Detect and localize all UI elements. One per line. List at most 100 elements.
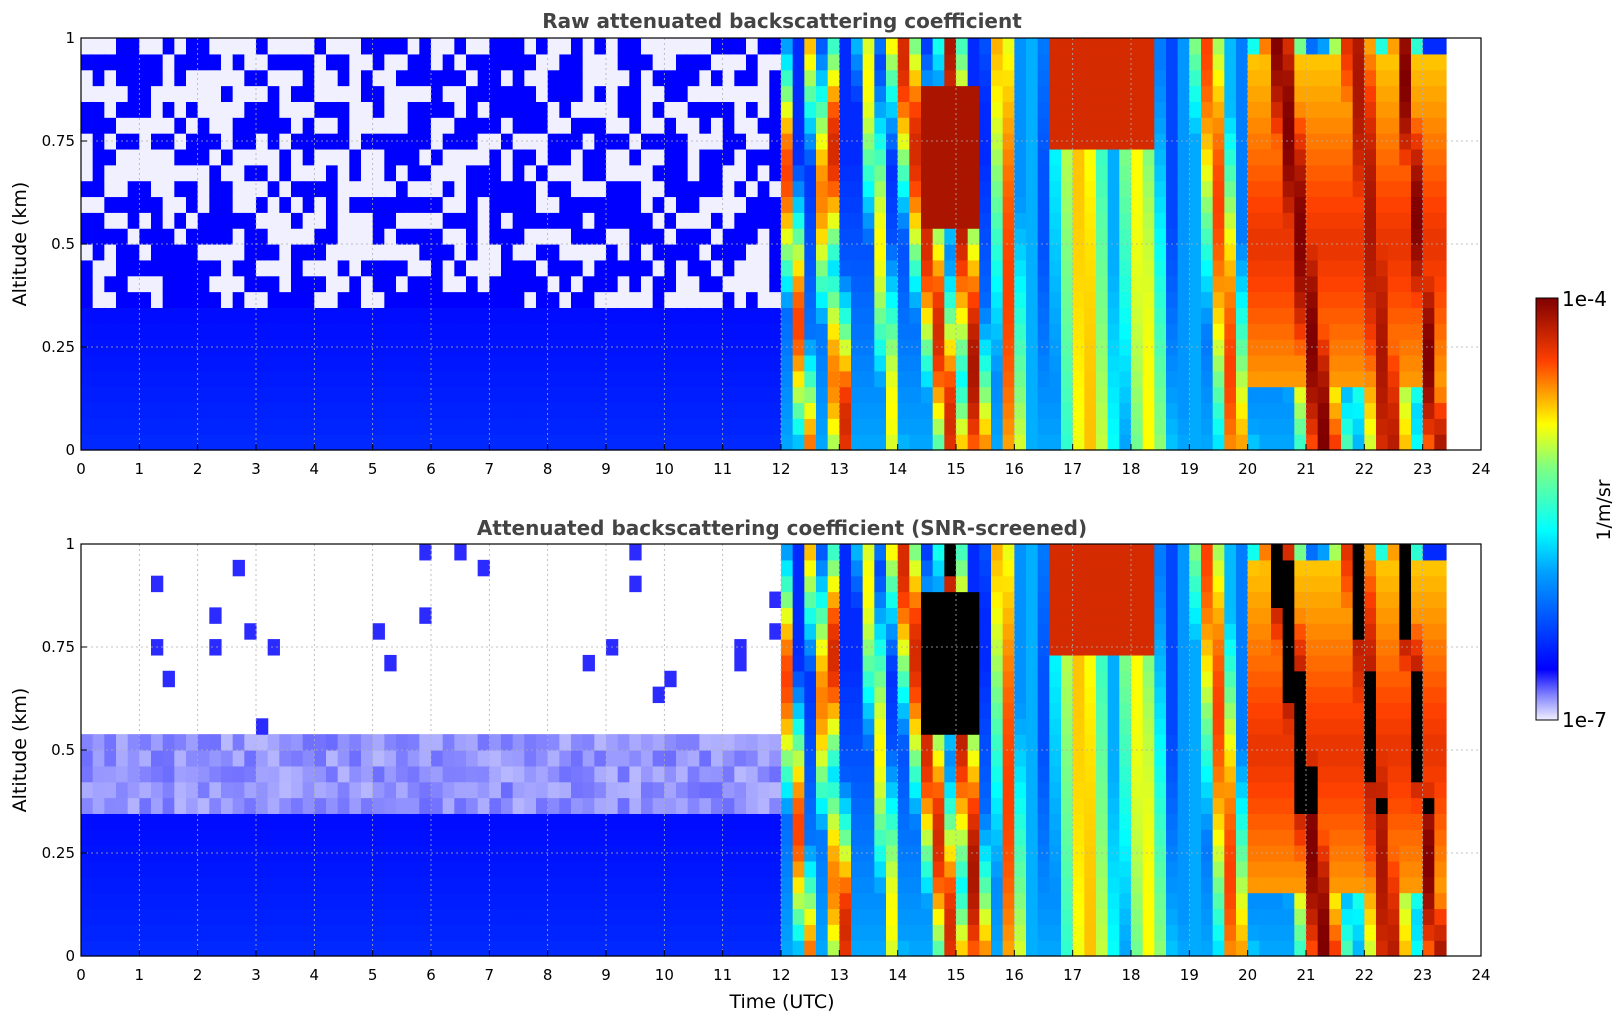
- heatmap-cell: [979, 53, 992, 71]
- heatmap-cell: [851, 829, 864, 846]
- heatmap-cell: [1364, 244, 1377, 261]
- heatmap-cell: [979, 38, 992, 55]
- heatmap-cell: [1224, 133, 1237, 150]
- heatmap-cell: [1061, 85, 1074, 102]
- heatmap-cell: [1364, 101, 1377, 118]
- heatmap-cell: [256, 275, 269, 293]
- heatmap-cell: [629, 908, 642, 925]
- heatmap-cell: [1026, 228, 1039, 245]
- heatmap-cell: [407, 259, 420, 277]
- heatmap-cell: [1131, 876, 1144, 894]
- heatmap-cell: [337, 117, 350, 134]
- heatmap-cell: [874, 133, 887, 150]
- heatmap-cell: [1341, 101, 1354, 118]
- heatmap-cell: [267, 386, 280, 404]
- heatmap-cell: [139, 402, 152, 419]
- heatmap-cell: [244, 85, 257, 102]
- heatmap-cell: [197, 69, 210, 87]
- heatmap-cell: [664, 734, 677, 751]
- heatmap-cell: [699, 69, 712, 87]
- heatmap-cell: [512, 133, 525, 150]
- heatmap-cell: [559, 386, 572, 404]
- heatmap-cell: [1376, 323, 1389, 340]
- heatmap-cell: [932, 860, 945, 878]
- heatmap-cell: [1119, 212, 1132, 229]
- heatmap-cell: [1002, 323, 1015, 340]
- heatmap-cell: [1306, 53, 1319, 71]
- heatmap-cell: [991, 860, 1004, 878]
- heatmap-cell: [1096, 386, 1109, 404]
- heatmap-cell: [967, 734, 980, 751]
- heatmap-cell: [477, 38, 490, 55]
- heatmap-cell: [582, 101, 595, 118]
- heatmap-cell: [792, 196, 805, 213]
- heatmap-cell: [1212, 196, 1225, 213]
- heatmap-cell: [1317, 180, 1330, 198]
- heatmap-cell: [816, 924, 829, 941]
- heatmap-cell: [337, 259, 350, 277]
- heatmap-cell: [839, 544, 852, 561]
- heatmap-cell: [944, 718, 957, 735]
- heatmap-cell: [571, 69, 584, 87]
- heatmap-cell: [431, 908, 444, 925]
- heatmap-cell: [652, 434, 665, 451]
- heatmap-cell: [151, 418, 164, 435]
- heatmap-cell: [221, 781, 234, 799]
- heatmap-cell: [116, 244, 129, 261]
- heatmap-cell: [407, 370, 420, 388]
- heatmap-cell: [699, 781, 712, 799]
- heatmap-cell: [139, 860, 152, 878]
- heatmap-cell: [1061, 734, 1074, 751]
- heatmap-cell: [1014, 607, 1027, 624]
- heatmap-cell: [687, 765, 700, 783]
- heatmap-cell: [361, 765, 374, 783]
- heatmap-cell: [442, 924, 455, 941]
- heatmap-cell: [1282, 38, 1295, 55]
- heatmap-cell: [361, 275, 374, 293]
- heatmap-cell: [244, 623, 257, 640]
- heatmap-cell: [1154, 734, 1167, 751]
- heatmap-cell: [221, 275, 234, 293]
- heatmap-cell: [886, 623, 899, 640]
- heatmap-cell: [466, 418, 479, 435]
- heatmap-cell: [1049, 148, 1062, 166]
- heatmap-cell: [1061, 575, 1074, 593]
- heatmap-cell: [1317, 117, 1330, 134]
- heatmap-cell: [594, 101, 607, 118]
- heatmap-cell: [197, 908, 210, 925]
- heatmap-cell: [816, 829, 829, 846]
- heatmap-cell: [104, 259, 117, 277]
- heatmap-cell: [886, 813, 899, 830]
- heatmap-cell: [1084, 702, 1097, 719]
- heatmap-cell: [652, 38, 665, 55]
- heatmap-cell: [1224, 164, 1237, 182]
- heatmap-cell: [1072, 559, 1085, 577]
- heatmap-cell: [629, 53, 642, 71]
- heatmap-cell: [1096, 702, 1109, 719]
- heatmap-cell: [209, 386, 222, 404]
- heatmap-cell: [547, 797, 560, 814]
- heatmap-cell: [967, 924, 980, 941]
- heatmap-cell: [559, 797, 572, 814]
- heatmap-cell: [291, 53, 304, 71]
- heatmap-cell: [1142, 686, 1155, 704]
- heatmap-cell: [792, 924, 805, 941]
- heatmap-cell: [862, 259, 875, 277]
- heatmap-cell: [1282, 339, 1295, 356]
- heatmap-cell: [571, 323, 584, 340]
- heatmap-cell: [1189, 623, 1202, 640]
- heatmap-cell: [361, 53, 374, 71]
- heatmap-cell: [734, 418, 747, 435]
- heatmap-cell: [1119, 339, 1132, 356]
- heatmap-cell: [466, 53, 479, 71]
- heatmap-cell: [536, 781, 549, 799]
- heatmap-cell: [349, 781, 362, 799]
- heatmap-cell: [886, 860, 899, 878]
- heatmap-cell: [1014, 924, 1027, 941]
- heatmap-cell: [279, 813, 292, 830]
- heatmap-cell: [512, 434, 525, 451]
- heatmap-cell: [874, 670, 887, 688]
- heatmap-cell: [1119, 228, 1132, 245]
- heatmap-cell: [804, 654, 817, 672]
- heatmap-cell: [1422, 196, 1435, 213]
